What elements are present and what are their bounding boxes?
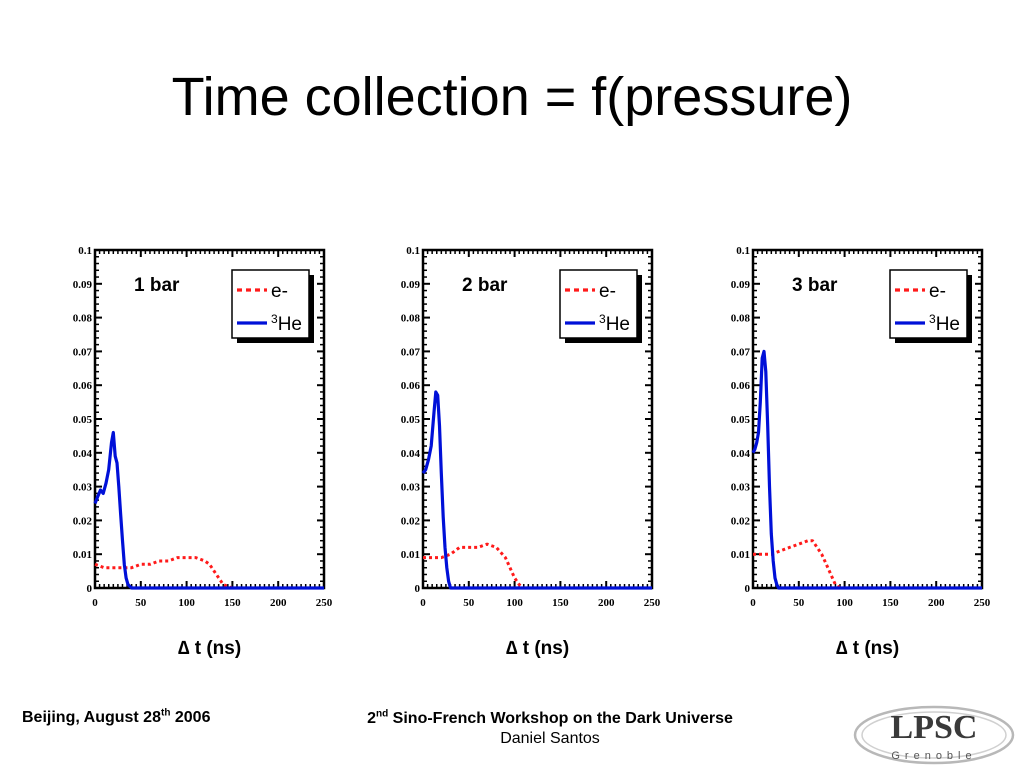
x-tick-label: 100 [836, 597, 853, 609]
logo-text: LPSC [891, 709, 978, 746]
x-tick-label: 200 [928, 597, 945, 609]
legend-entry: e- [271, 281, 288, 302]
y-tick-label: 0.02 [731, 515, 751, 527]
y-tick-label: 0.03 [731, 482, 751, 494]
y-tick-label: 0.1 [78, 245, 92, 257]
y-tick-label: 0.07 [73, 346, 93, 358]
panel-label: 2 bar [462, 275, 508, 296]
y-tick-label: 0.05 [73, 414, 93, 426]
footer-workshop-sup: nd [376, 708, 389, 720]
y-tick-label: 0.07 [731, 346, 751, 358]
y-tick-label: 0.01 [73, 549, 92, 561]
x-tick-label: 250 [316, 597, 333, 609]
y-tick-label: 0.05 [401, 414, 421, 426]
x-tick-label: 150 [224, 597, 241, 609]
x-tick-label: 0 [750, 597, 756, 609]
y-tick-label: 0.08 [401, 313, 421, 325]
legend-entry: 3He [271, 312, 302, 335]
logo-subtext: Grenoble [891, 750, 976, 762]
footer-workshop: 2nd Sino-French Workshop on the Dark Uni… [290, 709, 810, 729]
y-tick-label: 0.08 [73, 313, 93, 325]
y-tick-label: 0.03 [73, 482, 93, 494]
legend-entry-sup: 3 [929, 312, 936, 326]
chart-1-bar: 0 0.01 0.02 0.03 0.04 0.05 0.06 0.07 0.08 0.09 0.1… [73, 245, 333, 659]
legend-entry: e- [599, 281, 616, 302]
y-tick-label: 0.06 [73, 380, 93, 392]
y-tick-label: 0 [415, 583, 421, 595]
x-tick-label: 0 [92, 597, 98, 609]
x-axis-label: ∆ t (ns) [506, 638, 569, 659]
y-tick-label: 0.01 [731, 549, 750, 561]
y-tick-label: 0 [745, 583, 751, 595]
y-tick-label: 0.08 [731, 313, 751, 325]
slide-title: Time collection = f(pressure) [171, 67, 853, 127]
series-e-line [94, 556, 324, 590]
y-tick-label: 0.04 [73, 448, 93, 460]
legend-entry: 3He [599, 312, 630, 335]
footer-location-date: Beijing, August 28th 2006 [22, 707, 211, 727]
y-tick-label: 0.09 [73, 279, 93, 291]
series-3he-line [751, 349, 982, 590]
y-tick-label: 0.01 [401, 549, 420, 561]
x-tick-label: 0 [420, 597, 426, 609]
chart-2-bar: 0 0.01 0.02 0.03 0.04 0.05 0.06 0.07 0.08 0.09 0.1… [401, 245, 661, 659]
lpsc-logo: LPSC Grenoble [853, 705, 1015, 765]
y-tick-label: 0 [87, 583, 93, 595]
x-tick-label: 250 [974, 597, 991, 609]
y-tick-label: 0.06 [731, 380, 751, 392]
legend-entry-sup: 3 [271, 312, 278, 326]
chart-3-bar: 0 0.01 0.02 0.03 0.04 0.05 0.06 0.07 0.08 0.09 0.1… [731, 245, 991, 659]
x-tick-label: 200 [598, 597, 615, 609]
y-tick-label: 0.09 [731, 279, 751, 291]
legend-entry: e- [929, 281, 946, 302]
x-tick-label: 50 [793, 597, 805, 609]
legend-entry-text: He [936, 314, 960, 335]
footer-workshop-block: 2nd Sino-French Workshop on the Dark Uni… [290, 709, 810, 749]
panel-label: 1 bar [134, 275, 180, 296]
y-tick-label: 0.02 [73, 515, 93, 527]
footer-location-date-suffix: 2006 [170, 709, 211, 726]
legend-entry-sup: 3 [599, 312, 606, 326]
series-e-line [753, 539, 982, 590]
x-tick-label: 150 [552, 597, 569, 609]
footer-location-date-prefix: Beijing, August 28 [22, 709, 161, 726]
series-e-line [423, 542, 652, 590]
legend-entry-text: He [606, 314, 630, 335]
x-tick-label: 200 [270, 597, 287, 609]
x-tick-label: 100 [506, 597, 523, 609]
footer-location-date-sup: th [160, 707, 171, 719]
y-tick-label: 0.06 [401, 380, 421, 392]
x-tick-label: 150 [882, 597, 899, 609]
panel-label: 3 bar [792, 275, 838, 296]
x-tick-label: 100 [178, 597, 195, 609]
y-tick-label: 0.03 [401, 482, 421, 494]
legend-entry: 3He [929, 312, 960, 335]
series-3he-line [93, 430, 324, 590]
y-tick-label: 0.09 [401, 279, 421, 291]
x-axis-label: ∆ t (ns) [836, 638, 899, 659]
series-3he-line [421, 390, 652, 590]
footer-workshop-prefix: 2 [367, 710, 377, 727]
y-tick-label: 0.07 [401, 346, 421, 358]
y-tick-label: 0.05 [731, 414, 751, 426]
y-tick-label: 0.1 [406, 245, 420, 257]
legend-box [231, 269, 310, 339]
x-tick-label: 50 [135, 597, 147, 609]
y-tick-label: 0.1 [736, 245, 750, 257]
footer-workshop-suffix: Sino-French Workshop on the Dark Univers… [388, 710, 733, 727]
x-axis-label: ∆ t (ns) [178, 638, 241, 659]
y-tick-label: 0.02 [401, 515, 421, 527]
legend-entry-text: He [278, 314, 302, 335]
x-tick-label: 50 [463, 597, 475, 609]
y-tick-label: 0.04 [731, 448, 751, 460]
footer-author: Daniel Santos [500, 730, 600, 747]
legend-box [889, 269, 968, 339]
legend-box [559, 269, 638, 339]
y-tick-label: 0.04 [401, 448, 421, 460]
x-tick-label: 250 [644, 597, 661, 609]
